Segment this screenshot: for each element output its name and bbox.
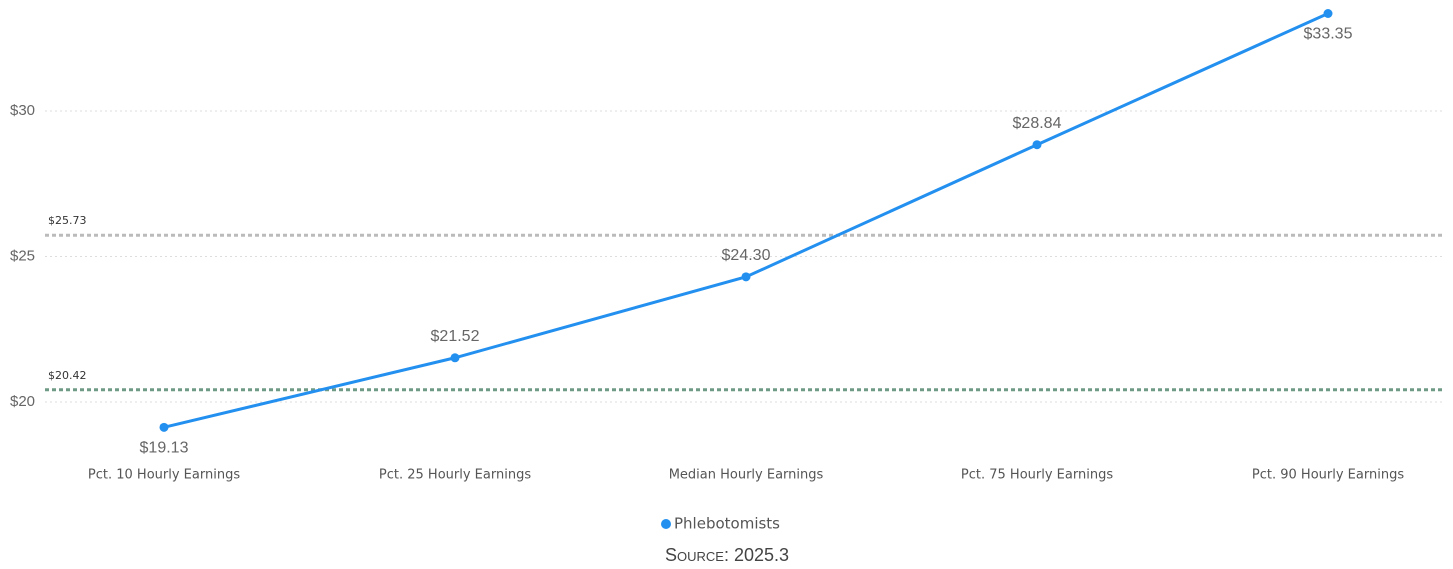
data-point [159,422,169,432]
data-point [450,353,460,363]
series-line [163,12,1329,429]
y-tick-label: $30 [10,102,35,119]
source: Source: 2025.3 [665,545,789,565]
data-point [1032,140,1042,150]
reference-label: $25.73 [48,214,87,227]
x-tick-label: Pct. 75 Hourly Earnings [961,468,1113,483]
y-tick-label: $25 [10,247,35,264]
data-label: $24.30 [722,247,771,264]
x-tick-label: Median Hourly Earnings [669,468,824,483]
y-tick-label: $20 [10,393,35,410]
legend-marker [661,519,671,529]
data-label: $33.35 [1304,26,1353,43]
x-tick-label: Pct. 90 Hourly Earnings [1252,468,1404,483]
data-label: $28.84 [1013,115,1062,132]
data-label: $19.13 [140,440,189,457]
data-point [741,272,751,282]
data-point [1323,8,1333,18]
x-tick-label: Pct. 25 Hourly Earnings [379,468,531,483]
x-tick-label: Pct. 10 Hourly Earnings [88,468,240,483]
legend-label: Phlebotomists [674,515,780,533]
data-label: $21.52 [431,328,480,345]
reference-label: $20.42 [48,369,87,382]
